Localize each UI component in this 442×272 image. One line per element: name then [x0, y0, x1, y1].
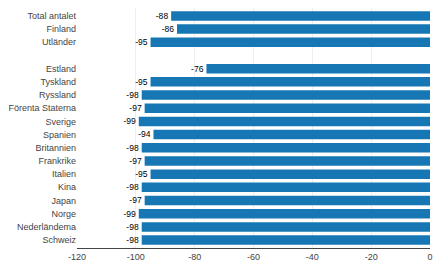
svg-text:-40: -40	[306, 252, 319, 262]
svg-text:Schweiz: Schweiz	[42, 235, 76, 245]
svg-text:-95: -95	[135, 77, 148, 87]
svg-text:-95: -95	[135, 37, 148, 47]
svg-text:Kina: Kina	[58, 182, 76, 192]
svg-text:-99: -99	[123, 209, 136, 219]
svg-text:-98: -98	[126, 222, 139, 232]
svg-text:-100: -100	[127, 252, 145, 262]
svg-text:Tyskland: Tyskland	[40, 77, 76, 87]
svg-text:-97: -97	[129, 103, 142, 113]
svg-text:-99: -99	[123, 116, 136, 126]
svg-text:Nederländema: Nederländema	[17, 222, 76, 232]
svg-text:-86: -86	[162, 24, 175, 34]
svg-text:-95: -95	[135, 169, 148, 179]
svg-text:Utländer: Utländer	[42, 37, 76, 47]
svg-text:0: 0	[427, 252, 432, 262]
svg-text:Sverige: Sverige	[45, 117, 76, 127]
svg-text:Finland: Finland	[46, 24, 76, 34]
svg-text:Förenta Staterna: Förenta Staterna	[8, 103, 76, 113]
svg-text:Frankrike: Frankrike	[38, 156, 76, 166]
svg-text:-80: -80	[188, 252, 201, 262]
svg-text:Japan: Japan	[51, 196, 76, 206]
svg-text:-98: -98	[126, 182, 139, 192]
svg-text:-60: -60	[247, 252, 260, 262]
svg-text:-94: -94	[138, 129, 151, 139]
svg-text:-98: -98	[126, 90, 139, 100]
svg-text:-88: -88	[156, 11, 169, 21]
svg-text:Spanien: Spanien	[43, 130, 76, 140]
svg-text:-97: -97	[129, 156, 142, 166]
svg-text:Estland: Estland	[46, 64, 76, 74]
svg-text:Norge: Norge	[51, 209, 76, 219]
svg-text:Britannien: Britannien	[35, 143, 76, 153]
svg-text:Total antalet: Total antalet	[27, 11, 76, 21]
svg-text:-97: -97	[129, 195, 142, 205]
svg-text:-20: -20	[365, 252, 378, 262]
svg-text:-98: -98	[126, 143, 139, 153]
svg-text:-76: -76	[191, 64, 204, 74]
svg-text:-120: -120	[68, 252, 86, 262]
svg-text:-98: -98	[126, 235, 139, 245]
svg-text:Ryssland: Ryssland	[39, 90, 76, 100]
svg-text:Italien: Italien	[52, 169, 76, 179]
